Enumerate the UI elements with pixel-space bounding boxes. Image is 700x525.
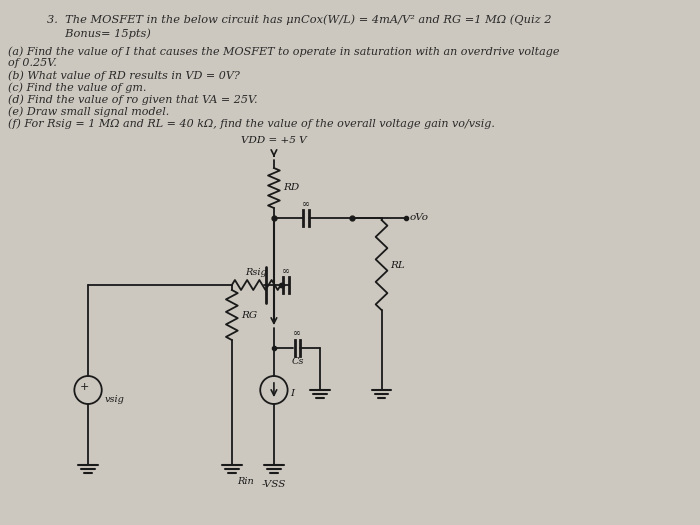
Text: 3.  The MOSFET in the below circuit has μnCox(W/L) = 4mA/V² and RG =1 MΩ (Quiz 2: 3. The MOSFET in the below circuit has μ… [47,14,552,25]
Text: Rin: Rin [237,477,253,486]
Text: Cs: Cs [291,357,304,366]
Text: oVo: oVo [410,214,429,223]
Text: RG: RG [241,310,257,320]
Text: VDD = +5 V: VDD = +5 V [241,136,307,145]
Text: I: I [290,390,295,398]
Text: RL: RL [391,260,405,269]
Text: (e) Draw small signal model.: (e) Draw small signal model. [8,106,169,117]
Text: Rsig: Rsig [246,268,267,277]
Text: (d) Find the value of ro given that VA = 25V.: (d) Find the value of ro given that VA =… [8,94,258,104]
Text: vsig: vsig [105,395,125,404]
Text: RD: RD [283,184,299,193]
Text: ∞: ∞ [293,329,302,338]
Text: of 0.25V.: of 0.25V. [8,58,57,68]
Text: ∞: ∞ [281,267,290,276]
Text: Bonus= 15pts): Bonus= 15pts) [47,28,150,38]
Text: (a) Find the value of I that causes the MOSFET to operate in saturation with an : (a) Find the value of I that causes the … [8,46,559,57]
Text: ∞: ∞ [302,200,310,209]
Text: (b) What value of RD results in VD = 0V?: (b) What value of RD results in VD = 0V? [8,70,239,80]
Text: (c) Find the value of gm.: (c) Find the value of gm. [8,82,146,92]
Text: -VSS: -VSS [262,480,286,489]
Text: +: + [79,382,89,392]
Text: (f) For Rsig = 1 MΩ and RL = 40 kΩ, find the value of the overall voltage gain v: (f) For Rsig = 1 MΩ and RL = 40 kΩ, find… [8,118,495,129]
